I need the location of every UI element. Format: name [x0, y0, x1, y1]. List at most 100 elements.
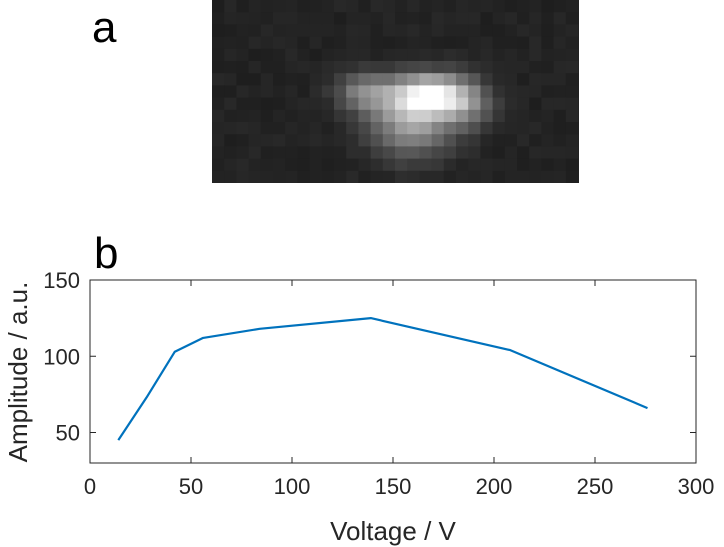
image-pixel — [456, 12, 469, 25]
panel-label-a: a — [92, 3, 117, 52]
image-pixel — [224, 109, 237, 123]
image-pixel — [456, 36, 469, 50]
image-pixel — [541, 170, 554, 183]
image-pixel — [431, 12, 445, 25]
image-pixel — [321, 134, 335, 147]
image-pixel — [358, 36, 371, 50]
image-pixel — [492, 122, 506, 135]
image-pixel — [456, 146, 469, 159]
image-pixel — [236, 61, 249, 74]
image-pixel — [565, 0, 579, 13]
image-pixel — [407, 170, 420, 183]
image-pixel — [407, 85, 420, 98]
image-pixel — [224, 134, 237, 147]
image-pixel — [407, 146, 420, 159]
image-pixel — [309, 0, 323, 13]
image-pixel — [468, 36, 481, 50]
image-pixel — [248, 109, 262, 123]
image-pixel — [456, 122, 469, 135]
image-pixel — [260, 73, 274, 86]
image-pixel — [480, 109, 493, 123]
image-pixel — [297, 109, 310, 123]
image-pixel — [395, 122, 408, 135]
image-pixel — [541, 146, 554, 159]
image-pixel — [480, 48, 493, 62]
image-pixel — [504, 109, 518, 123]
image-pixel — [370, 12, 384, 25]
image-pixel — [468, 109, 481, 123]
image-pixel — [358, 97, 371, 111]
image-pixel — [370, 0, 384, 13]
image-pixel — [370, 158, 384, 172]
image-pixel — [517, 122, 530, 135]
image-pixel — [346, 12, 359, 25]
image-pixel — [480, 146, 493, 159]
image-pixel — [529, 122, 542, 135]
image-pixel — [212, 97, 225, 111]
x-tick-label: 100 — [274, 474, 311, 499]
image-pixel — [419, 36, 432, 50]
image-pixel — [212, 85, 225, 98]
image-pixel — [285, 170, 298, 183]
image-pixel — [395, 12, 408, 25]
image-pixel — [529, 158, 542, 172]
image-pixel — [431, 134, 445, 147]
image-pixel — [370, 146, 384, 159]
image-pixel — [212, 61, 225, 74]
image-pixel — [260, 24, 274, 37]
image-pixel — [553, 158, 567, 172]
image-pixel — [565, 109, 579, 123]
image-pixel — [260, 12, 274, 25]
image-pixel — [456, 170, 469, 183]
image-pixel — [248, 97, 262, 111]
image-pixel — [236, 73, 249, 86]
image-pixel — [565, 158, 579, 172]
image-pixel — [346, 85, 359, 98]
image-pixel — [395, 158, 408, 172]
image-pixel — [541, 134, 554, 147]
image-pixel — [285, 134, 298, 147]
image-pixel — [419, 134, 432, 147]
image-pixel — [358, 146, 371, 159]
image-pixel — [529, 109, 542, 123]
image-pixel — [285, 48, 298, 62]
image-pixel — [260, 97, 274, 111]
image-pixel — [370, 109, 384, 123]
image-pixel — [517, 85, 530, 98]
image-pixel — [468, 122, 481, 135]
image-pixel — [224, 61, 237, 74]
image-pixel — [224, 97, 237, 111]
image-pixel — [480, 122, 493, 135]
image-pixel — [407, 48, 420, 62]
image-pixel — [273, 73, 286, 86]
image-pixel — [321, 12, 335, 25]
image-pixel — [297, 158, 310, 172]
image-pixel — [358, 61, 371, 74]
image-pixel — [248, 0, 262, 13]
image-pixel — [273, 122, 286, 135]
image-pixel — [492, 158, 506, 172]
image-pixel — [334, 24, 347, 37]
image-pixel — [285, 61, 298, 74]
image-pixel — [407, 122, 420, 135]
image-pixel — [517, 158, 530, 172]
image-pixel — [248, 158, 262, 172]
y-tick-label: 100 — [43, 344, 80, 369]
image-pixel — [456, 158, 469, 172]
image-pixel — [273, 0, 286, 13]
camera-image — [212, 0, 579, 183]
image-pixel — [297, 134, 310, 147]
image-pixel — [224, 85, 237, 98]
image-pixel — [358, 0, 371, 13]
image-pixel — [431, 109, 445, 123]
image-pixel — [419, 73, 432, 86]
image-pixel — [358, 24, 371, 37]
image-pixel — [346, 170, 359, 183]
image-pixel — [358, 158, 371, 172]
image-pixel — [212, 0, 225, 13]
image-pixel — [321, 170, 335, 183]
image-pixel — [456, 97, 469, 111]
image-pixel — [309, 134, 323, 147]
image-pixel — [273, 48, 286, 62]
